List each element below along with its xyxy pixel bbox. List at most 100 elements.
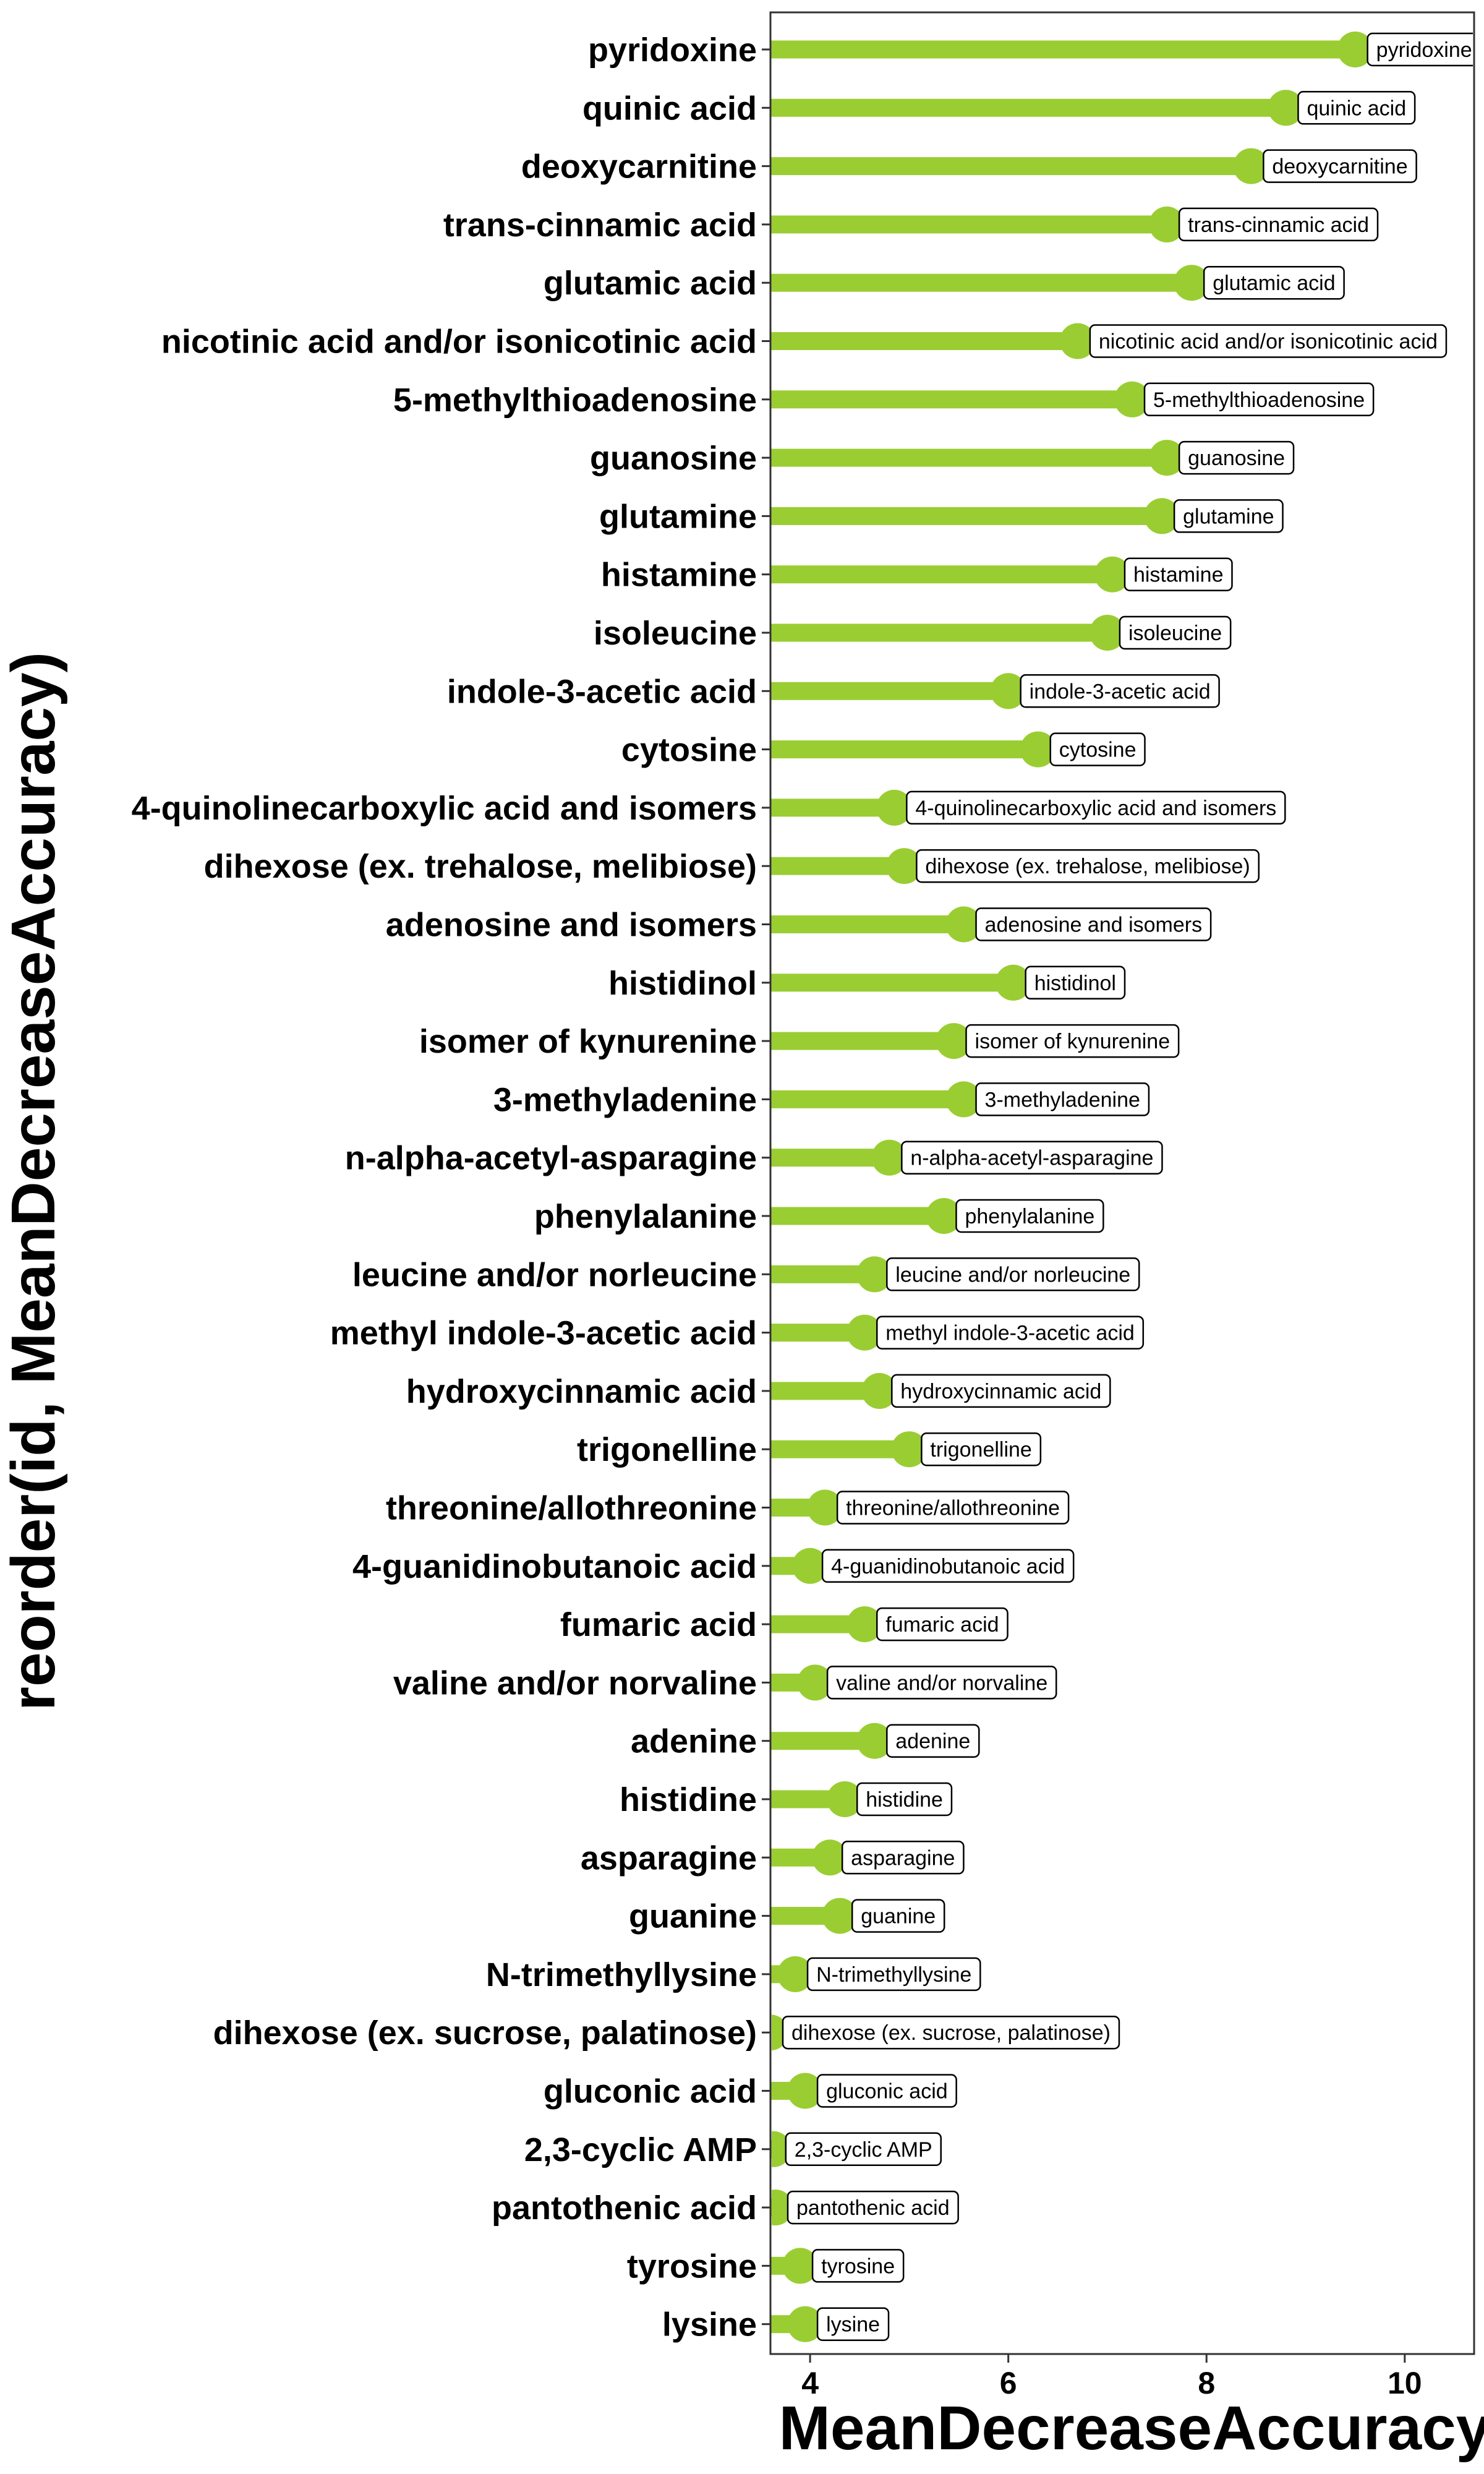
data-label-text: phenylalanine: [965, 1205, 1094, 1228]
stems-layer: [770, 40, 1355, 2334]
data-label-text: N-trimethyllysine: [816, 1963, 971, 1987]
category-label: gluconic acid: [544, 2073, 757, 2110]
data-label-text: 4-quinolinecarboxylic acid and isomers: [915, 797, 1276, 820]
data-label-box: [886, 1257, 1140, 1291]
lollipop-dot: [782, 2248, 819, 2284]
data-label-box: [826, 1666, 1057, 1700]
category-label: methyl indole-3-acetic acid: [330, 1315, 757, 1352]
category-label: isoleucine: [594, 615, 757, 652]
data-label-text: fumaric acid: [885, 1613, 999, 1637]
lollipop-stem: [770, 1207, 944, 1225]
lollipop-stem: [770, 682, 1009, 700]
data-label: quinic acid: [1297, 91, 1416, 125]
data-label-box: [1124, 557, 1233, 591]
data-label-box: [821, 1549, 1075, 1583]
data-label-text: cytosine: [1059, 738, 1136, 762]
data-label: pantothenic acid: [787, 2190, 959, 2225]
category-label: 4-guanidinobutanoic acid: [352, 1548, 757, 1585]
data-label-box: [901, 1141, 1163, 1175]
category-label: fumaric acid: [560, 1606, 757, 1643]
category-label: histidinol: [608, 965, 757, 1002]
data-label-text: histidine: [866, 1788, 943, 1812]
data-label: glutamine: [1173, 499, 1284, 533]
data-label-text: leucine and/or norleucine: [895, 1263, 1130, 1286]
data-label-text: n-alpha-acetyl-asparagine: [910, 1147, 1153, 1170]
data-label-box: [1203, 265, 1345, 300]
data-label-box: [1049, 732, 1146, 766]
lollipop-dot: [1094, 556, 1130, 593]
data-label-box: [891, 1374, 1111, 1408]
data-label-box: [806, 1957, 981, 1992]
lollipop-dot: [856, 1723, 893, 1759]
data-label: threonine/allothreonine: [836, 1491, 1070, 1525]
lollipop-dot: [807, 1489, 843, 1526]
lollipop-dot: [936, 1023, 972, 1059]
data-label: N-trimethyllysine: [806, 1957, 981, 1992]
plot-frame: [769, 11, 1475, 2355]
data-label-text: isomer of kynurenine: [975, 1030, 1171, 1053]
lollipop-stem: [770, 332, 1078, 350]
data-label-text: indole-3-acetic acid: [1030, 680, 1211, 703]
data-label-box: [975, 907, 1212, 941]
data-label: isoleucine: [1119, 615, 1232, 650]
category-label: leucine and/or norleucine: [352, 1256, 757, 1293]
category-label: isomer of kynurenine: [419, 1023, 757, 1060]
data-label: gluconic acid: [816, 2074, 957, 2108]
data-label-text: hydroxycinnamic acid: [900, 1380, 1101, 1403]
lollipop-dot: [1059, 323, 1096, 359]
data-label-box: [886, 1724, 980, 1758]
lollipop-dot: [871, 1139, 908, 1176]
data-label-text: methyl indole-3-acetic acid: [885, 1322, 1135, 1345]
data-label-text: trigonelline: [930, 1438, 1031, 1462]
category-label: guanine: [629, 1898, 757, 1935]
lollipop-stem: [770, 740, 1038, 759]
category-label: 3-methyladenine: [493, 1081, 757, 1118]
data-label: pyridoxine: [1367, 32, 1473, 67]
lollipop-stem: [770, 1382, 880, 1400]
lollipop-stem: [770, 857, 905, 875]
data-label: histamine: [1124, 557, 1233, 591]
data-label: phenylalanine: [955, 1199, 1104, 1233]
data-label: adenine: [886, 1724, 980, 1758]
lollipop-dot: [1337, 32, 1373, 67]
lollipop-stem: [770, 448, 1167, 467]
data-label-text: histidinol: [1034, 972, 1116, 995]
data-label-box: [836, 1491, 1070, 1525]
lollipop-dot: [990, 673, 1026, 709]
lollipop-stem: [770, 40, 1355, 59]
category-label: pyridoxine: [588, 32, 757, 69]
lollipop-dot: [827, 1781, 863, 1817]
data-label-text: gluconic acid: [826, 2080, 948, 2104]
category-label: hydroxycinnamic acid: [406, 1373, 757, 1410]
data-labels-layer: pyridoxine quinic acid deoxycarnitine trans…: [782, 32, 1473, 2341]
category-label: nicotinic acid and/or isonicotinic acid: [161, 323, 757, 361]
lollipop-stem: [770, 215, 1167, 234]
data-label-box: [921, 1432, 1042, 1466]
lollipop-stem: [770, 1090, 964, 1108]
data-label-box: [787, 2190, 959, 2225]
data-label-box: [955, 1199, 1104, 1233]
data-label: nicotinic acid and/or isonicotinic acid: [1089, 324, 1448, 358]
data-label-box: [851, 1899, 945, 1933]
category-label: cytosine: [621, 732, 757, 769]
data-label-box: [1089, 324, 1448, 358]
data-label: hydroxycinnamic acid: [891, 1374, 1111, 1408]
data-label: dihexose (ex. sucrose, palatinose): [782, 2015, 1120, 2050]
data-label: indole-3-acetic acid: [1020, 674, 1220, 708]
category-label: lysine: [662, 2306, 757, 2343]
lollipop-dot: [777, 1956, 814, 1992]
lollipop-dot: [945, 906, 982, 943]
lollipop-stem: [770, 1032, 954, 1050]
category-label: 2,3-cyclic AMP: [524, 2131, 757, 2168]
category-label: trigonelline: [577, 1431, 757, 1468]
lollipop-dot: [822, 1898, 858, 1934]
category-label: dihexose (ex. sucrose, palatinose): [213, 2014, 757, 2052]
lollipop-stem: [770, 1440, 910, 1458]
category-label: valine and/or norvaline: [393, 1664, 757, 1701]
category-label: quinic acid: [582, 90, 757, 127]
data-label-box: [856, 1782, 953, 1817]
data-label-text: pyridoxine: [1376, 38, 1472, 62]
data-label-box: [841, 1841, 965, 1875]
data-label-text: 5-methylthioadenosine: [1153, 388, 1365, 412]
